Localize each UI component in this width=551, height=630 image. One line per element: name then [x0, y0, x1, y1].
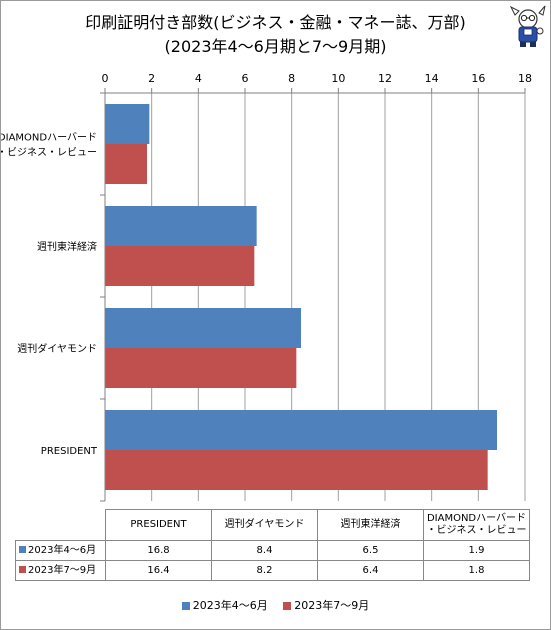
bar-q2	[105, 410, 497, 450]
table-col-header: DIAMONDハーバード ・ビジネス・レビュー	[423, 509, 530, 541]
bar-q3	[105, 450, 488, 490]
x-tick-label: 2	[148, 72, 155, 85]
legend-item: 2023年7～9月	[283, 597, 369, 613]
series-key-swatch	[19, 546, 26, 553]
axes	[100, 88, 526, 502]
category-label: 週刊ダイヤモンド	[17, 342, 97, 355]
table-cell: 6.4	[317, 560, 424, 581]
table-header-row: PRESIDENT 週刊ダイヤモンド 週刊東洋経済 DIAMONDハーバード ・ビ…	[15, 509, 530, 541]
x-tick-label: 18	[518, 72, 532, 85]
table-cell: 1.8	[423, 560, 530, 581]
table-cell: 6.5	[317, 540, 424, 561]
legend-swatch	[283, 602, 292, 610]
x-tick-label: 4	[195, 72, 202, 85]
table-cell: 1.9	[423, 540, 530, 561]
category-label: 週刊東洋経済	[37, 240, 97, 253]
table-row: 2023年4～6月 16.8 8.4 6.5 1.9	[15, 540, 530, 561]
category-label: DIAMONDハーバード	[1, 132, 97, 144]
bar-q3	[105, 348, 297, 388]
legend-swatch	[181, 602, 190, 610]
table-row-label: 2023年7～9月	[15, 560, 106, 581]
table-row: 2023年7～9月 16.4 8.2 6.4 1.8	[15, 560, 530, 581]
table-col-header: PRESIDENT	[105, 509, 212, 541]
chart-title: 印刷証明付き部数(ビジネス・金融・マネー誌、万部)	[85, 13, 466, 32]
x-tick-label: 10	[331, 72, 345, 85]
x-tick-label: 16	[471, 72, 485, 85]
chart-subtitle: (2023年4～6月期と7～9月期)	[164, 37, 387, 56]
bar-q3	[105, 144, 147, 184]
x-tick-label: 0	[102, 72, 109, 85]
legend-item: 2023年4～6月	[181, 597, 268, 613]
series-key-swatch	[19, 566, 26, 573]
bars	[105, 104, 497, 490]
category-label: PRESIDENT	[41, 446, 98, 457]
x-tick-label: 8	[288, 72, 295, 85]
table-cell: 16.8	[105, 540, 212, 561]
legend: 2023年4～6月 2023年7～9月	[1, 597, 550, 613]
category-label: ・ビジネス・レビュー	[1, 147, 97, 159]
table-row-label: 2023年4～6月	[15, 540, 106, 561]
bar-q2	[105, 308, 301, 348]
bar-q2	[105, 104, 150, 144]
mascot-icon	[509, 5, 546, 47]
table-col-header: 週刊ダイヤモンド	[211, 509, 318, 541]
bar-q3	[105, 246, 255, 286]
table-corner	[15, 509, 106, 541]
table-cell: 8.2	[211, 560, 318, 581]
table-cell: 8.4	[211, 540, 318, 561]
x-tick-label: 6	[242, 72, 249, 85]
x-tick-label: 12	[378, 72, 392, 85]
bar-q2	[105, 206, 257, 246]
table-cell: 16.4	[105, 560, 212, 581]
table-col-header: 週刊東洋経済	[317, 509, 424, 541]
x-tick-label: 14	[425, 72, 439, 85]
tick-labels: 0 2 4 6 8 10 12 14 16 18	[102, 72, 533, 85]
data-table: PRESIDENT 週刊ダイヤモンド 週刊東洋経済 DIAMONDハーバード ・ビ…	[15, 509, 530, 581]
bar-chart: 0 2 4 6 8 10 12 14 16 18 DIAMONDハーバード・ビジネス・レビュー週刊…	[1, 72, 533, 502]
